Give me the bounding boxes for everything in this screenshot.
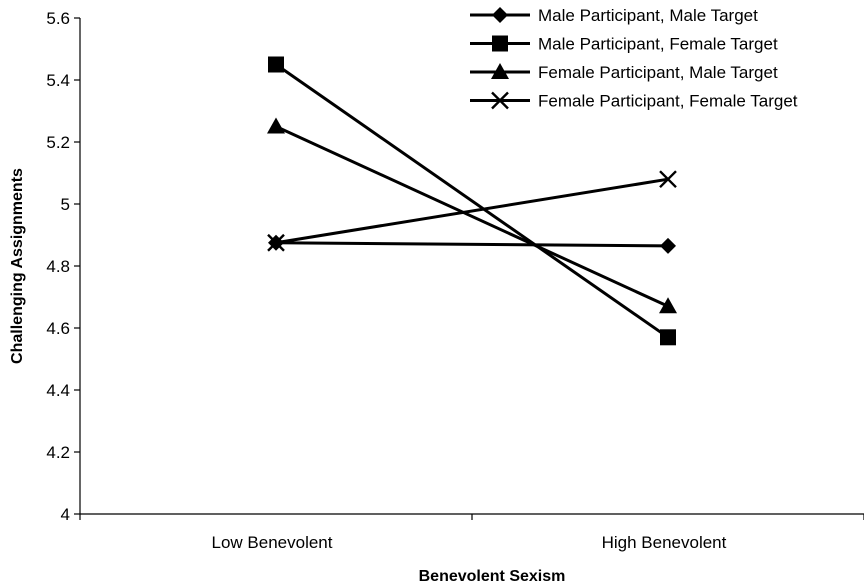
series-triangle bbox=[267, 117, 677, 314]
x-ticks: Low Benevolent High Benevolent bbox=[79, 514, 864, 552]
legend-label: Female Participant, Female Target bbox=[538, 92, 798, 111]
y-tick-label: 4.6 bbox=[46, 319, 70, 338]
legend-marker-diamond bbox=[492, 7, 508, 23]
y-tick-label: 5.2 bbox=[46, 133, 70, 152]
legend-marker-x bbox=[491, 91, 509, 110]
y-tick-label: 4.8 bbox=[46, 257, 70, 276]
y-axis-title: Challenging Assignments bbox=[9, 168, 26, 364]
x-category-label: Low Benevolent bbox=[212, 533, 333, 552]
series-diamond bbox=[268, 234, 676, 254]
legend-label: Male Participant, Female Target bbox=[538, 35, 778, 54]
y-tick-label: 4 bbox=[61, 505, 70, 524]
series-line bbox=[275, 63, 669, 339]
legend-marker-triangle bbox=[491, 63, 509, 79]
legend-item: Male Participant, Male Target bbox=[470, 6, 758, 25]
data-point-diamond bbox=[660, 237, 676, 254]
legend-marker-square bbox=[492, 35, 508, 52]
series-line bbox=[275, 241, 669, 248]
x-axis-title: Benevolent Sexism bbox=[419, 568, 566, 585]
y-tick-label: 5 bbox=[61, 195, 70, 214]
data-point-square bbox=[660, 329, 676, 346]
series-x bbox=[267, 170, 677, 252]
series-square bbox=[268, 56, 676, 346]
data-point-triangle bbox=[267, 117, 285, 134]
legend-item: Male Participant, Female Target bbox=[470, 35, 778, 54]
y-tick-label: 4.2 bbox=[46, 443, 70, 462]
series-line bbox=[275, 125, 669, 308]
y-ticks: 4 4.2 4.4 4.6 4.8 5 5.2 5.4 5.6 bbox=[46, 9, 80, 524]
y-tick-label: 5.4 bbox=[46, 71, 70, 90]
data-point-x bbox=[267, 233, 285, 252]
x-category-label: High Benevolent bbox=[602, 533, 727, 552]
data-point-x bbox=[659, 170, 677, 189]
y-tick-label: 5.6 bbox=[46, 9, 70, 28]
data-point-triangle bbox=[659, 297, 677, 314]
series-line bbox=[275, 177, 669, 245]
legend-label: Female Participant, Male Target bbox=[538, 63, 778, 82]
legend-item: Female Participant, Female Target bbox=[470, 92, 798, 111]
data-point-square bbox=[268, 56, 284, 73]
series-layer bbox=[267, 56, 677, 346]
y-tick-label: 4.4 bbox=[46, 381, 70, 400]
legend-label: Male Participant, Male Target bbox=[538, 6, 758, 25]
legend: Male Participant, Male Target Male Partic… bbox=[470, 6, 798, 111]
legend-item: Female Participant, Male Target bbox=[470, 63, 778, 82]
